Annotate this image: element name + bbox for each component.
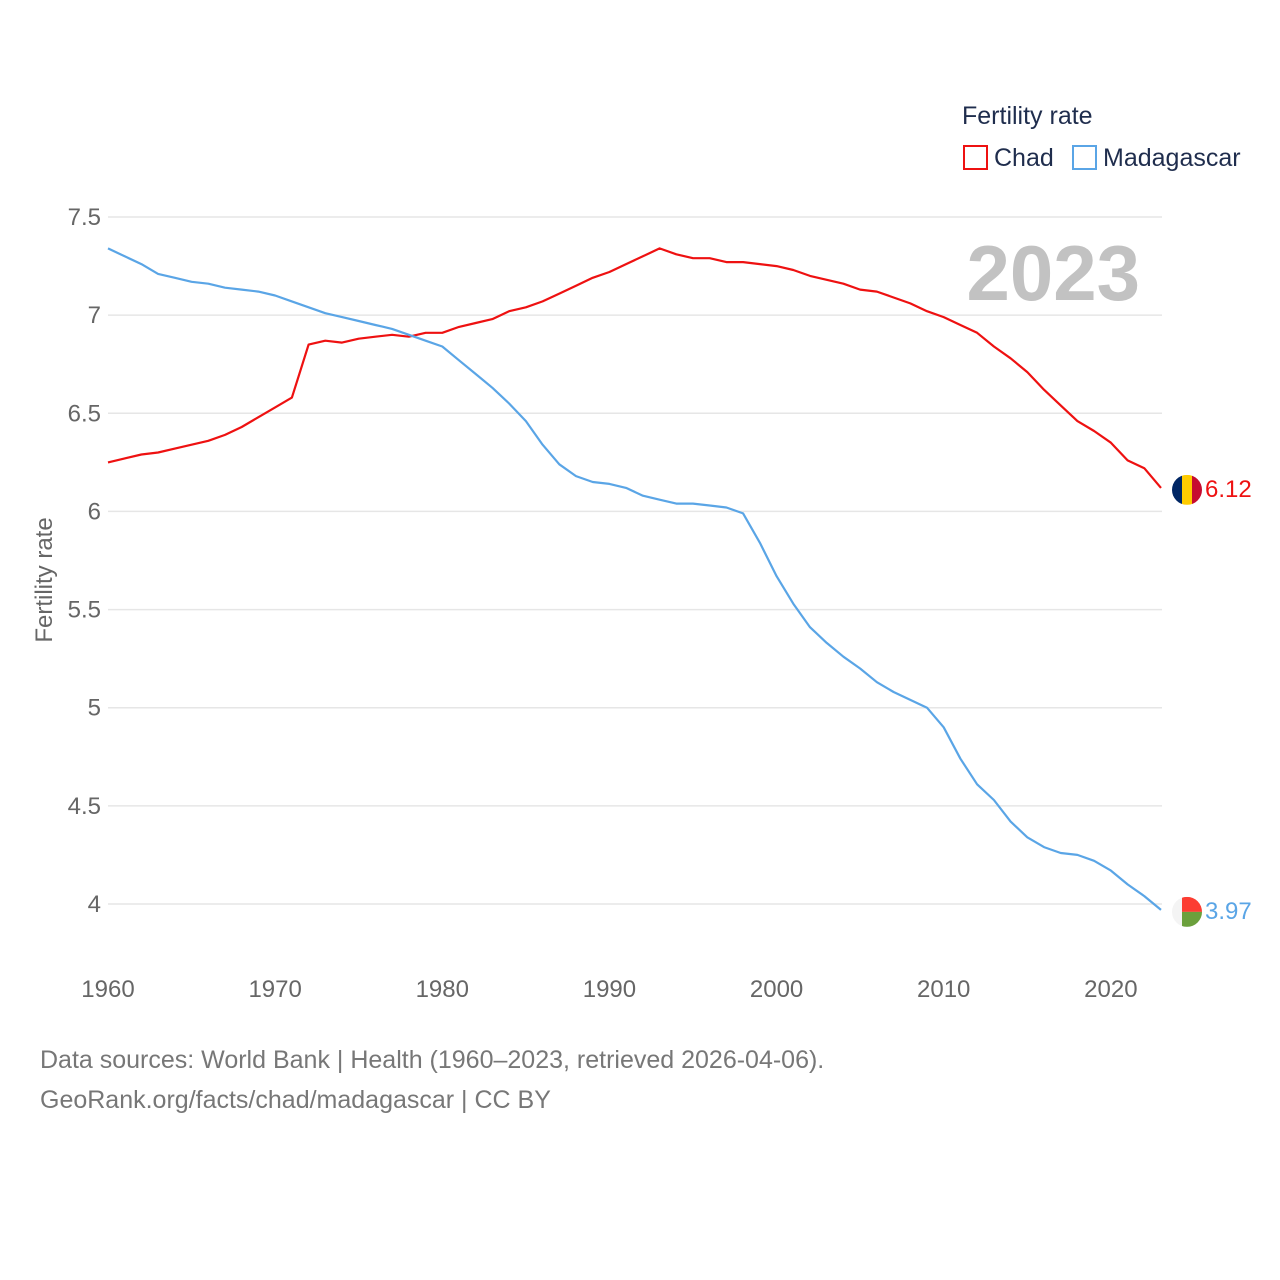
source-note: Data sources: World Bank | Health (1960–… [40, 1040, 824, 1120]
y-tick-label: 7 [88, 302, 101, 329]
y-axis-label: Fertility rate [31, 517, 58, 642]
x-tick-label: 1990 [583, 976, 636, 1003]
y-axis-ticks: 4 4.5 5 5.5 6 6.5 7 7.5 [68, 204, 101, 918]
y-tick-label: 4.5 [68, 793, 101, 820]
y-tick-label: 4 [88, 891, 101, 918]
year-label: 2023 [966, 229, 1140, 317]
madagascar-flag-icon [1172, 896, 1202, 927]
series-line-chad [107, 247, 1162, 489]
grid [108, 216, 1162, 905]
end-value-label-madagascar: 3.97 [1205, 898, 1252, 925]
x-tick-label: 2000 [750, 976, 803, 1003]
x-tick-label: 1960 [81, 976, 134, 1003]
attribution-link[interactable]: GeoRank.org/facts/chad/madagascar | CC B… [40, 1086, 551, 1114]
x-tick-label: 2010 [917, 976, 970, 1003]
legend-item-chad[interactable]: Chad [963, 144, 1054, 172]
y-tick-label: 6.5 [68, 400, 101, 427]
legend-label-chad: Chad [994, 144, 1054, 172]
y-tick-label: 6 [88, 498, 101, 525]
legend-label-madagascar: Madagascar [1103, 144, 1241, 172]
x-tick-label: 1980 [416, 976, 469, 1003]
data-sources-text: Data sources: World Bank | Health (1960–… [40, 1046, 825, 1074]
end-value-label-chad: 6.12 [1205, 476, 1252, 503]
legend-swatch-madagascar [1072, 145, 1097, 170]
x-axis-ticks: 1960 1970 1980 1990 2000 2010 2020 [81, 976, 1137, 1003]
series-line-madagascar [107, 247, 1162, 911]
end-markers: 6.12 3.97 [1172, 474, 1252, 927]
x-tick-label: 2020 [1084, 976, 1137, 1003]
legend-item-madagascar[interactable]: Madagascar [1072, 144, 1241, 172]
series-lines [107, 247, 1162, 911]
legend-title: Fertility rate [962, 102, 1093, 130]
legend-swatch-chad [963, 145, 988, 170]
y-tick-label: 5.5 [68, 597, 101, 624]
y-tick-label: 5 [88, 695, 101, 722]
chad-flag-icon [1172, 474, 1202, 505]
y-tick-label: 7.5 [68, 204, 101, 231]
legend: Fertility rate Chad Madagascar [962, 102, 1241, 172]
x-tick-label: 1970 [248, 976, 301, 1003]
